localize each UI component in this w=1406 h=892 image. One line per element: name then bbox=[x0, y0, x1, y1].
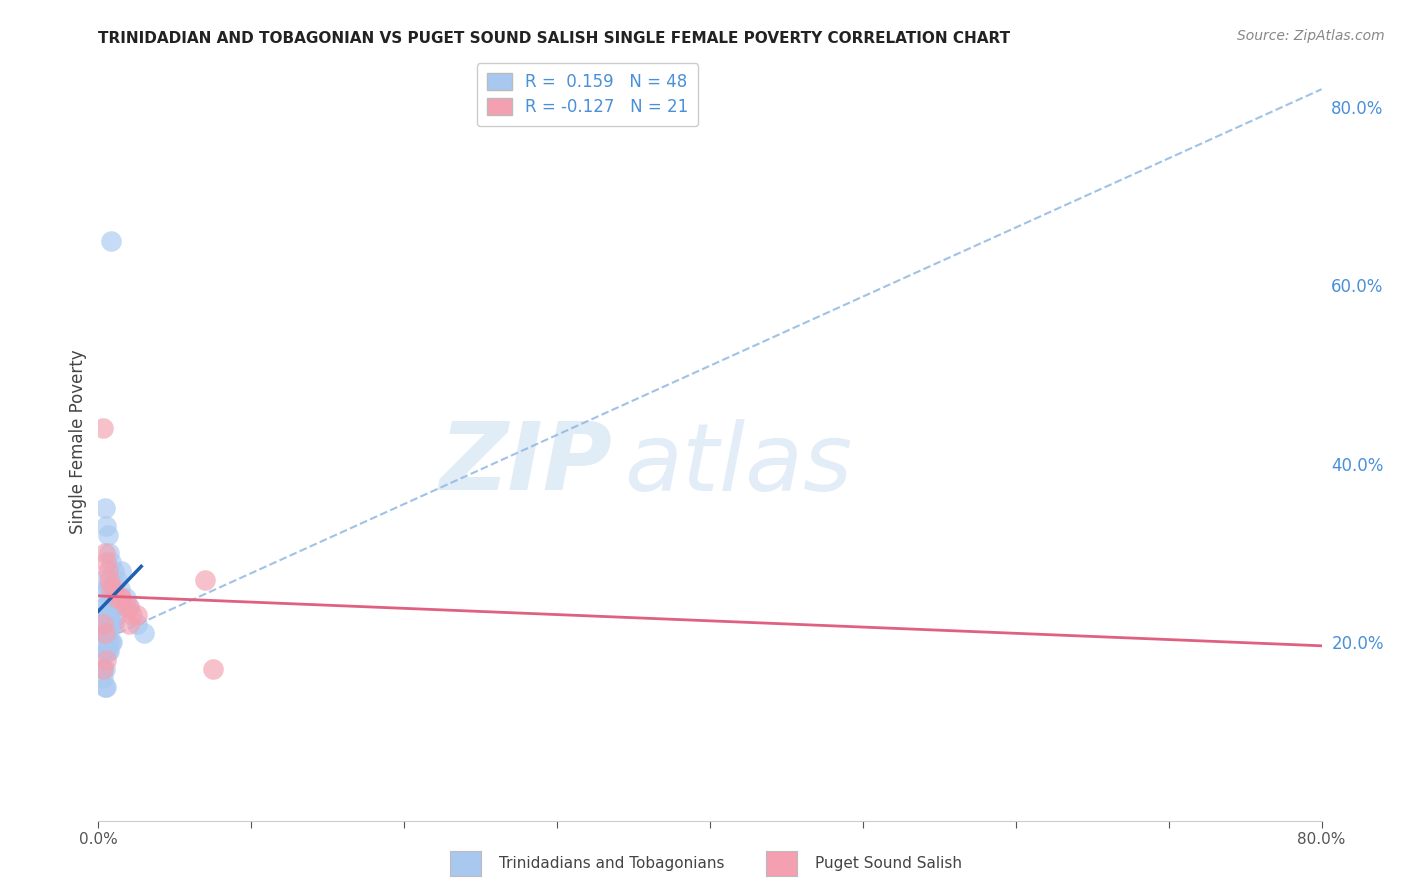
Point bbox=[98, 617, 121, 632]
Point bbox=[94, 644, 117, 658]
Point bbox=[118, 599, 141, 614]
Point bbox=[93, 599, 115, 614]
Text: atlas: atlas bbox=[624, 418, 852, 510]
Point bbox=[103, 582, 125, 596]
Point bbox=[94, 555, 117, 569]
Point bbox=[98, 635, 121, 649]
Point bbox=[97, 582, 120, 596]
Point bbox=[98, 573, 121, 587]
Point bbox=[97, 528, 120, 542]
Point bbox=[100, 234, 122, 248]
Point bbox=[93, 501, 115, 516]
Point bbox=[100, 635, 122, 649]
Point bbox=[100, 555, 122, 569]
Point bbox=[118, 599, 141, 614]
Point bbox=[97, 564, 120, 578]
Point bbox=[97, 626, 120, 640]
Point bbox=[94, 608, 117, 623]
Text: TRINIDADIAN AND TOBAGONIAN VS PUGET SOUND SALISH SINGLE FEMALE POVERTY CORRELATI: TRINIDADIAN AND TOBAGONIAN VS PUGET SOUN… bbox=[98, 31, 1011, 46]
Text: Trinidadians and Tobagonians: Trinidadians and Tobagonians bbox=[499, 856, 724, 871]
Point bbox=[121, 608, 143, 623]
Point bbox=[94, 653, 117, 667]
Point bbox=[108, 582, 131, 596]
Point bbox=[97, 608, 120, 623]
Point bbox=[105, 573, 128, 587]
Point bbox=[94, 626, 117, 640]
Point bbox=[125, 617, 148, 632]
Point bbox=[91, 573, 114, 587]
Point bbox=[101, 617, 124, 632]
Y-axis label: Single Female Poverty: Single Female Poverty bbox=[69, 350, 87, 533]
Point bbox=[194, 573, 217, 587]
Point bbox=[115, 591, 138, 605]
Point bbox=[98, 644, 121, 658]
Point bbox=[100, 582, 122, 596]
Point bbox=[125, 608, 148, 623]
Legend: R =  0.159   N = 48, R = -0.127   N = 21: R = 0.159 N = 48, R = -0.127 N = 21 bbox=[477, 63, 699, 126]
Point bbox=[100, 617, 122, 632]
Point bbox=[91, 599, 114, 614]
Point bbox=[105, 608, 128, 623]
Point bbox=[91, 635, 114, 649]
Point bbox=[134, 626, 156, 640]
Text: Puget Sound Salish: Puget Sound Salish bbox=[815, 856, 963, 871]
Point bbox=[98, 546, 121, 560]
Point bbox=[93, 644, 115, 658]
Point bbox=[91, 617, 114, 632]
Point bbox=[91, 421, 114, 435]
Point bbox=[97, 644, 120, 658]
Point bbox=[103, 599, 125, 614]
Point bbox=[104, 599, 127, 614]
Point bbox=[105, 591, 128, 605]
Point bbox=[110, 591, 132, 605]
Point bbox=[101, 635, 124, 649]
Point bbox=[93, 680, 115, 694]
Point bbox=[93, 662, 115, 676]
Point bbox=[98, 591, 121, 605]
Point bbox=[91, 662, 114, 676]
Point bbox=[101, 591, 124, 605]
Point bbox=[91, 662, 114, 676]
Point bbox=[94, 582, 117, 596]
Point bbox=[100, 591, 122, 605]
Point bbox=[202, 662, 225, 676]
Point bbox=[94, 519, 117, 533]
Point bbox=[115, 599, 138, 614]
Point bbox=[110, 564, 132, 578]
Text: Source: ZipAtlas.com: Source: ZipAtlas.com bbox=[1237, 29, 1385, 43]
Point bbox=[103, 564, 125, 578]
Text: ZIP: ZIP bbox=[439, 418, 612, 510]
Point bbox=[94, 680, 117, 694]
Point bbox=[93, 626, 115, 640]
Point bbox=[110, 591, 132, 605]
Point bbox=[118, 617, 141, 632]
Point bbox=[91, 671, 114, 685]
Point bbox=[93, 626, 115, 640]
Point bbox=[103, 617, 125, 632]
Point bbox=[91, 617, 114, 632]
Point bbox=[93, 546, 115, 560]
